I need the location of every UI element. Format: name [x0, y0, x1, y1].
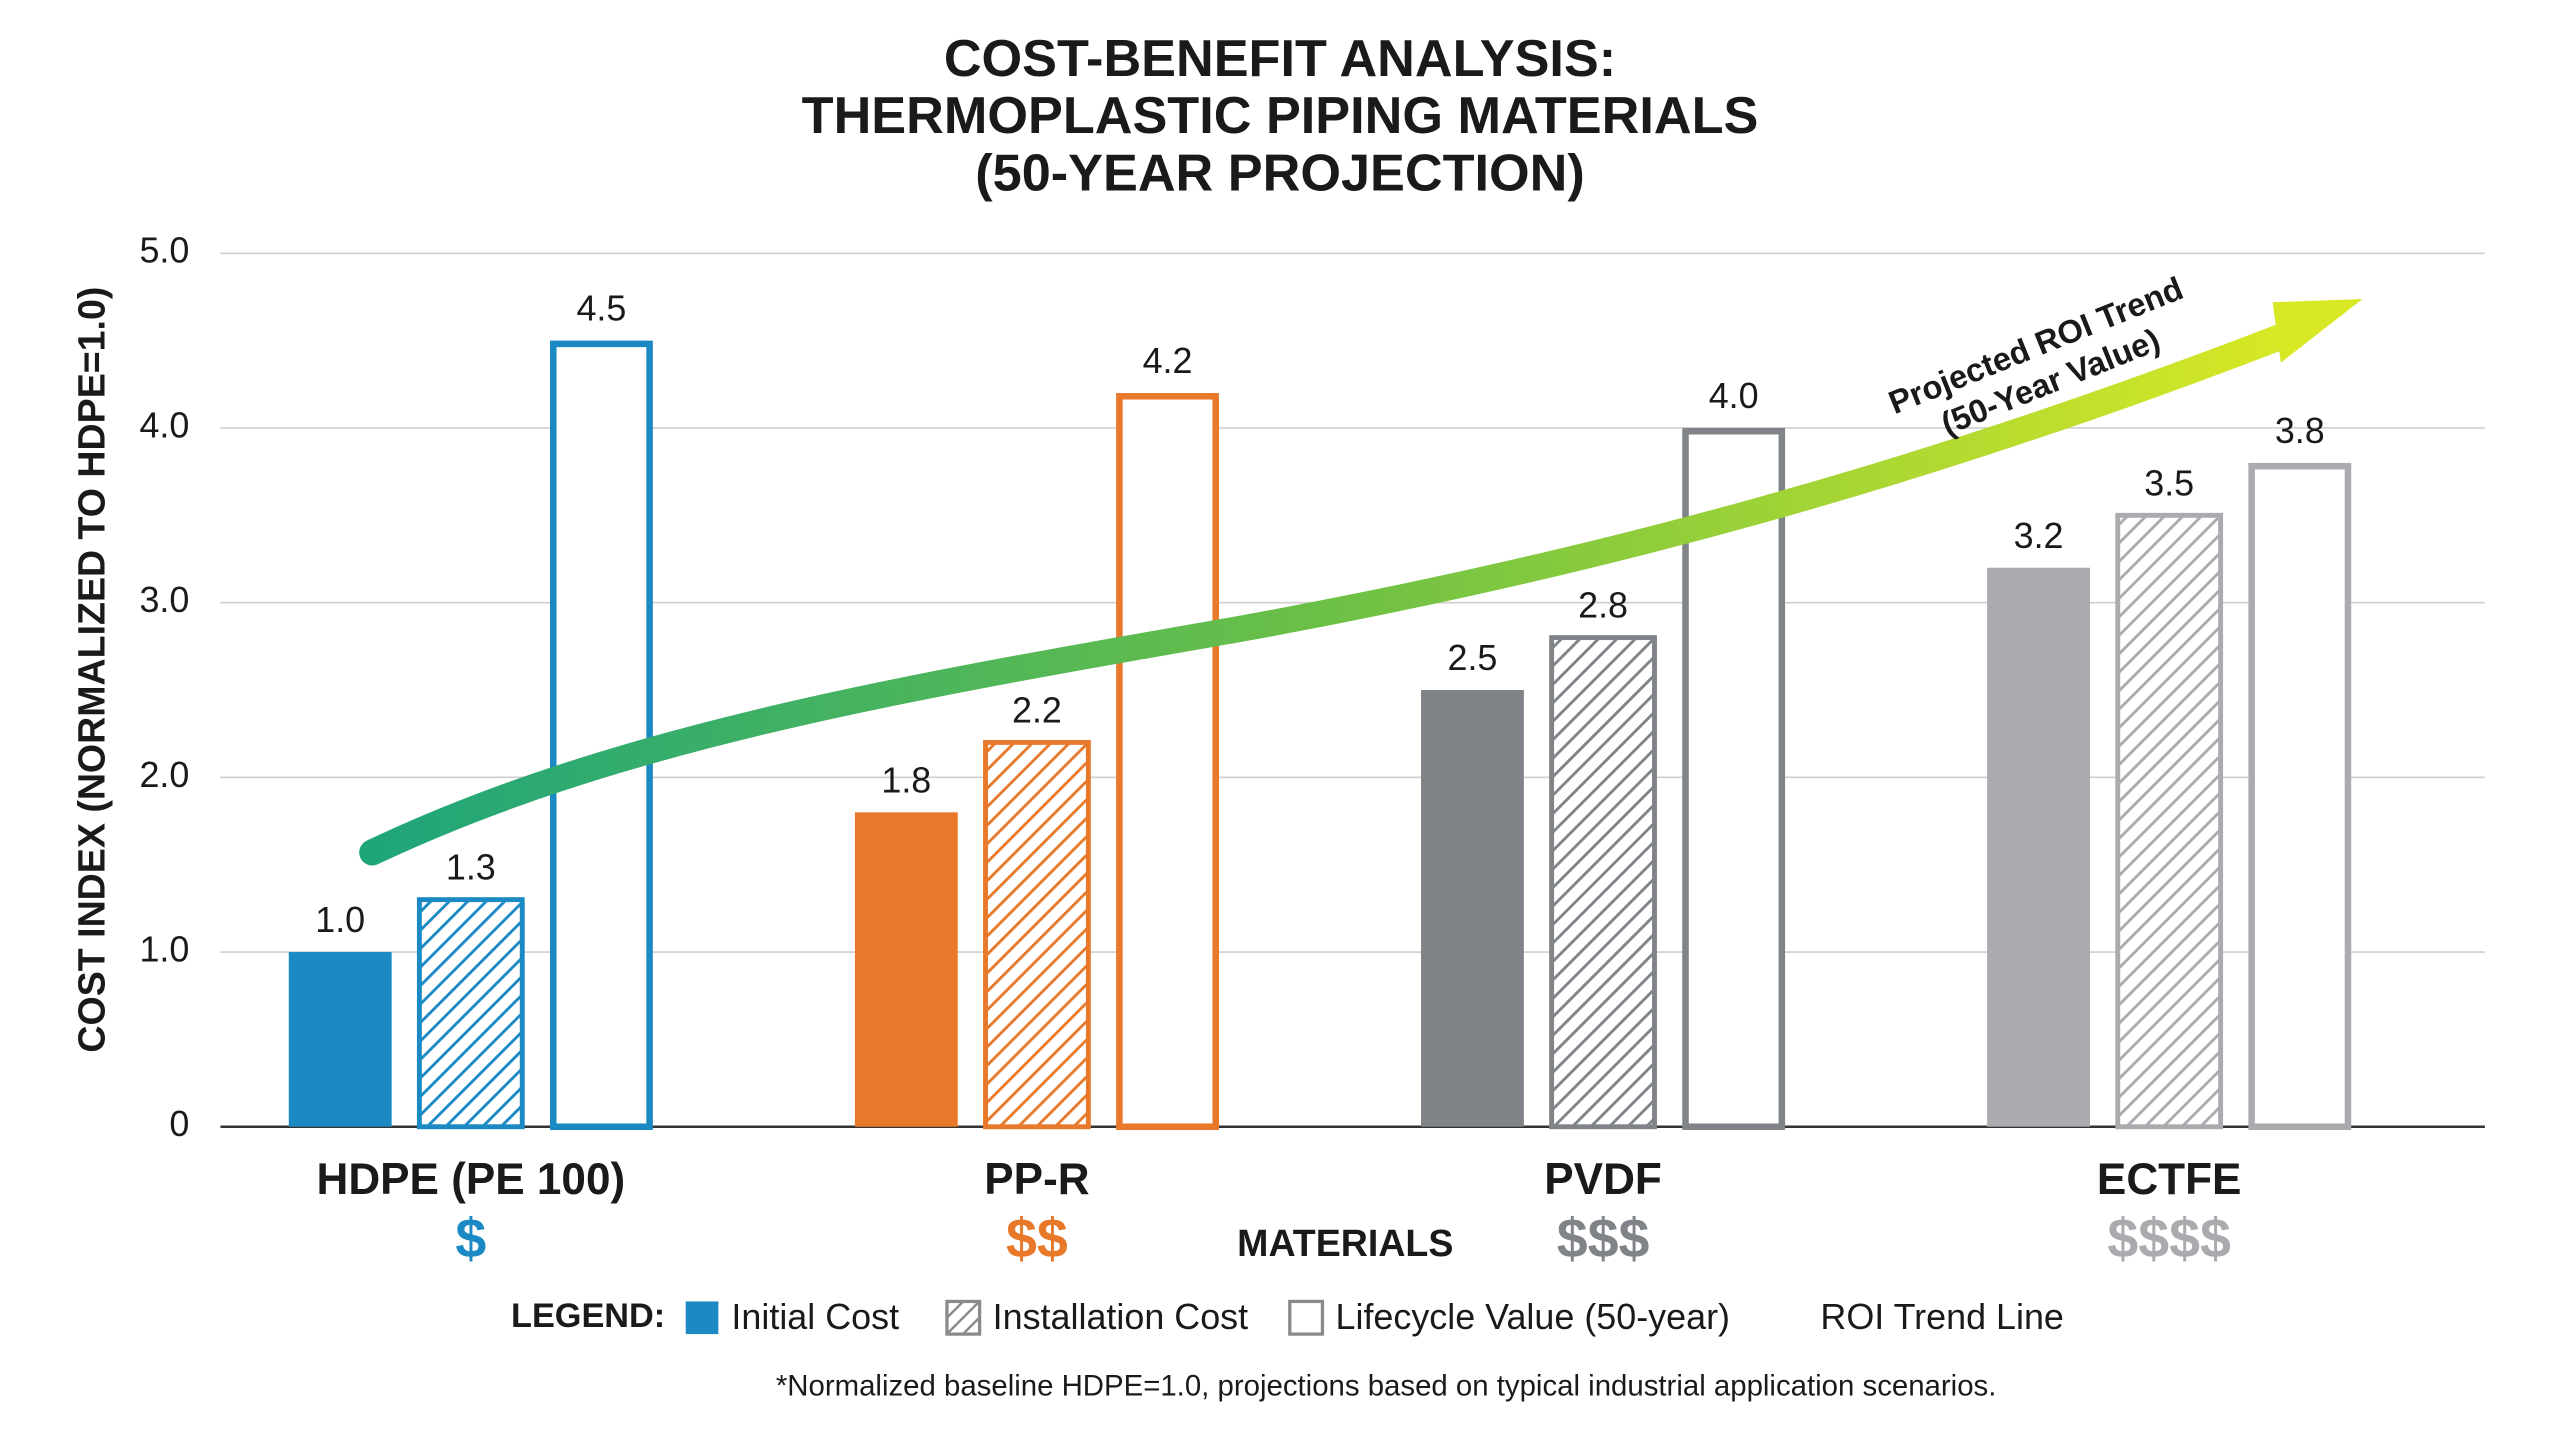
y-tick-label: 0	[169, 1103, 189, 1144]
data-label: 1.3	[446, 847, 496, 888]
legend-swatch	[1288, 1299, 1325, 1336]
data-label: 3.8	[2275, 410, 2325, 451]
bar	[2248, 462, 2352, 1131]
data-label: 4.5	[576, 288, 626, 329]
bar	[1549, 635, 1657, 1130]
chart-title: COST-BENEFIT ANALYSIS:	[944, 30, 1616, 88]
data-label: 2.8	[1578, 585, 1628, 626]
legend-swatch	[945, 1299, 982, 1336]
bar	[288, 952, 392, 1127]
chart-title: (50-YEAR PROJECTION)	[975, 144, 1584, 202]
x-tick-label: HDPE (PE 100)	[316, 1155, 625, 1204]
y-axis-label: COST INDEX (NORMALIZED TO HDPE=1.0)	[71, 287, 113, 1053]
legend-swatch	[685, 1301, 719, 1335]
bar	[2115, 512, 2224, 1130]
data-label: 2.2	[1012, 690, 1062, 731]
data-label: 4.0	[1709, 375, 1759, 416]
data-label: 1.8	[881, 759, 931, 800]
data-label: 3.2	[2014, 515, 2064, 556]
data-label: 2.5	[1447, 637, 1497, 678]
footnote: *Normalized baseline HDPE=1.0, projectio…	[776, 1370, 1997, 1403]
x-tick-label: PP-R	[984, 1155, 1089, 1204]
y-tick-label: 1.0	[139, 929, 189, 970]
bar	[1116, 393, 1219, 1131]
y-tick-label: 3.0	[139, 579, 189, 620]
bar	[1682, 427, 1786, 1131]
chart-title: THERMOPLASTIC PIPING MATERIALS	[802, 87, 1759, 145]
bar	[1987, 567, 2090, 1127]
x-tick-label: ECTFE	[2097, 1155, 2241, 1204]
trend-arrowhead	[2272, 298, 2363, 363]
trend-arrow	[359, 321, 2299, 866]
legend-label: ROI Trend Line	[1820, 1296, 2064, 1337]
data-label: 4.2	[1143, 340, 1193, 381]
cost-tier: $$	[1006, 1207, 1068, 1269]
legend-label: Initial Cost	[731, 1296, 899, 1337]
cost-tier: $	[455, 1207, 486, 1269]
y-tick-label: 5.0	[139, 230, 189, 271]
bar	[854, 812, 958, 1127]
x-tick-label: PVDF	[1544, 1155, 1662, 1204]
y-tick-label: 2.0	[139, 754, 189, 795]
bar	[550, 340, 653, 1131]
legend-label: Lifecycle Value (50-year)	[1336, 1296, 1730, 1337]
legend-title: LEGEND:	[511, 1297, 665, 1335]
bar	[1421, 690, 1524, 1127]
cost-tier: $$$	[1557, 1207, 1650, 1269]
legend-label: Installation Cost	[993, 1296, 1248, 1337]
data-label: 3.5	[2144, 462, 2194, 503]
data-label: 1.0	[315, 899, 365, 940]
y-tick-label: 4.0	[139, 404, 189, 445]
cost-tier: $$$$	[2107, 1207, 2231, 1269]
x-axis-label: MATERIALS	[1237, 1222, 1453, 1264]
bar	[416, 897, 525, 1130]
bar	[983, 739, 1091, 1130]
